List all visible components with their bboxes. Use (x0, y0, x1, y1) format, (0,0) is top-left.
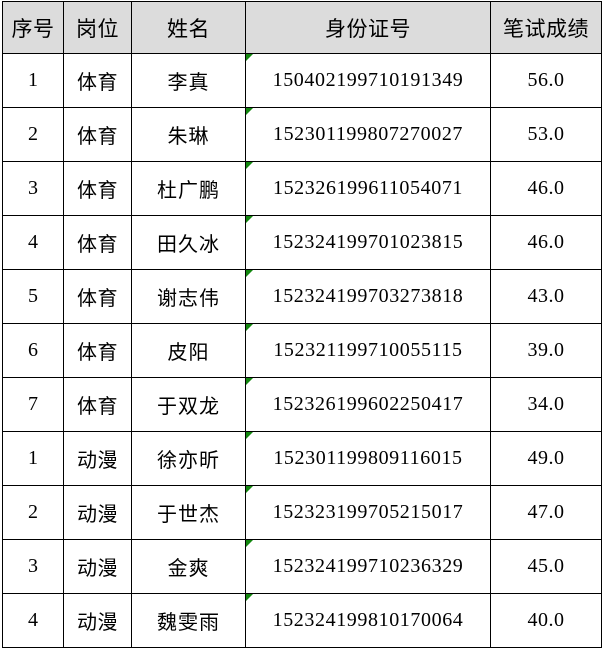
column-header-id: 身份证号 (245, 1, 491, 54)
cell-id-text: 152301199809116015 (273, 447, 463, 469)
table-row: 3 体育 杜广鹏 152326199611054071 46.0 (2, 161, 602, 216)
cell-id-text: 152324199701023815 (272, 231, 464, 253)
cell-seq: 6 (2, 323, 64, 378)
table-header: 序号 岗位 姓名 身份证号 笔试成绩 (2, 1, 602, 54)
cell-name: 田久冰 (131, 215, 246, 270)
text-format-warning-icon (246, 54, 253, 61)
table-row: 2 体育 朱琳 152301199807270027 53.0 (2, 107, 602, 162)
cell-score: 46.0 (490, 215, 602, 270)
text-format-warning-icon (246, 540, 253, 547)
cell-name: 朱琳 (131, 107, 246, 162)
cell-score: 45.0 (490, 539, 602, 594)
text-format-warning-icon (246, 594, 253, 601)
cell-seq: 2 (2, 485, 64, 540)
table-row: 4 体育 田久冰 152324199701023815 46.0 (2, 215, 602, 270)
cell-id: 152301199809116015 (245, 431, 491, 486)
cell-seq: 4 (2, 215, 64, 270)
cell-id-text: 152324199703273818 (272, 285, 464, 307)
column-header-post: 岗位 (63, 1, 132, 54)
cell-post: 动漫 (63, 431, 132, 486)
cell-post: 动漫 (63, 485, 132, 540)
cell-id-text: 152321199710055115 (273, 339, 463, 361)
cell-id: 152321199710055115 (245, 323, 491, 378)
table-row: 5 体育 谢志伟 152324199703273818 43.0 (2, 269, 602, 324)
cell-score: 47.0 (490, 485, 602, 540)
cell-post: 动漫 (63, 539, 132, 594)
cell-id-text: 152301199807270027 (272, 123, 464, 145)
cell-id: 152324199703273818 (245, 269, 491, 324)
table-row: 6 体育 皮阳 152321199710055115 39.0 (2, 323, 602, 378)
table-row: 4 动漫 魏雯雨 152324199810170064 40.0 (2, 593, 602, 648)
cell-name: 于双龙 (131, 377, 246, 432)
table-row: 3 动漫 金爽 152324199710236329 45.0 (2, 539, 602, 594)
cell-seq: 4 (2, 593, 64, 648)
cell-id-text: 152324199710236329 (272, 555, 464, 577)
cell-name: 皮阳 (131, 323, 246, 378)
text-format-warning-icon (246, 378, 253, 385)
cell-seq: 3 (2, 161, 64, 216)
cell-id: 152301199807270027 (245, 107, 491, 162)
cell-id-text: 152326199611054071 (272, 177, 464, 199)
cell-score: 46.0 (490, 161, 602, 216)
cell-name: 徐亦昕 (131, 431, 246, 486)
cell-name: 魏雯雨 (131, 593, 246, 648)
cell-name: 杜广鹏 (131, 161, 246, 216)
text-format-warning-icon (246, 216, 253, 223)
cell-post: 体育 (63, 323, 132, 378)
cell-seq: 5 (2, 269, 64, 324)
cell-name: 李真 (131, 53, 246, 108)
text-format-warning-icon (246, 432, 253, 439)
text-format-warning-icon (246, 162, 253, 169)
text-format-warning-icon (246, 108, 253, 115)
cell-id-text: 152326199602250417 (272, 393, 464, 415)
cell-name: 于世杰 (131, 485, 246, 540)
cell-id: 152326199611054071 (245, 161, 491, 216)
cell-score: 34.0 (490, 377, 602, 432)
cell-id: 152324199710236329 (245, 539, 491, 594)
table-body: 1 体育 李真 150402199710191349 56.0 2 体育 朱琳 15230119… (2, 53, 602, 648)
cell-score: 49.0 (490, 431, 602, 486)
cell-seq: 7 (2, 377, 64, 432)
cell-seq: 1 (2, 53, 64, 108)
cell-id: 152323199705215017 (245, 485, 491, 540)
table-header-row: 序号 岗位 姓名 身份证号 笔试成绩 (2, 1, 602, 54)
table-row: 1 动漫 徐亦昕 152301199809116015 49.0 (2, 431, 602, 486)
cell-score: 53.0 (490, 107, 602, 162)
cell-post: 体育 (63, 377, 132, 432)
cell-seq: 1 (2, 431, 64, 486)
cell-post: 体育 (63, 215, 132, 270)
table-row: 7 体育 于双龙 152326199602250417 34.0 (2, 377, 602, 432)
cell-id: 150402199710191349 (245, 53, 491, 108)
cell-post: 体育 (63, 161, 132, 216)
cell-id-text: 152324199810170064 (272, 609, 464, 631)
cell-seq: 2 (2, 107, 64, 162)
cell-post: 体育 (63, 269, 132, 324)
column-header-score: 笔试成绩 (490, 1, 602, 54)
cell-id: 152326199602250417 (245, 377, 491, 432)
cell-score: 43.0 (490, 269, 602, 324)
cell-id: 152324199810170064 (245, 593, 491, 648)
column-header-seq: 序号 (2, 1, 64, 54)
cell-seq: 3 (2, 539, 64, 594)
cell-id: 152324199701023815 (245, 215, 491, 270)
cell-name: 金爽 (131, 539, 246, 594)
table-row: 2 动漫 于世杰 152323199705215017 47.0 (2, 485, 602, 540)
cell-score: 40.0 (490, 593, 602, 648)
cell-name: 谢志伟 (131, 269, 246, 324)
cell-post: 体育 (63, 53, 132, 108)
cell-post: 体育 (63, 107, 132, 162)
text-format-warning-icon (246, 324, 253, 331)
cell-post: 动漫 (63, 593, 132, 648)
cell-id-text: 152323199705215017 (272, 501, 464, 523)
cell-score: 56.0 (490, 53, 602, 108)
table-row: 1 体育 李真 150402199710191349 56.0 (2, 53, 602, 108)
column-header-name: 姓名 (131, 1, 246, 54)
text-format-warning-icon (246, 486, 253, 493)
text-format-warning-icon (246, 270, 253, 277)
cell-score: 39.0 (490, 323, 602, 378)
cell-id-text: 150402199710191349 (272, 69, 464, 91)
